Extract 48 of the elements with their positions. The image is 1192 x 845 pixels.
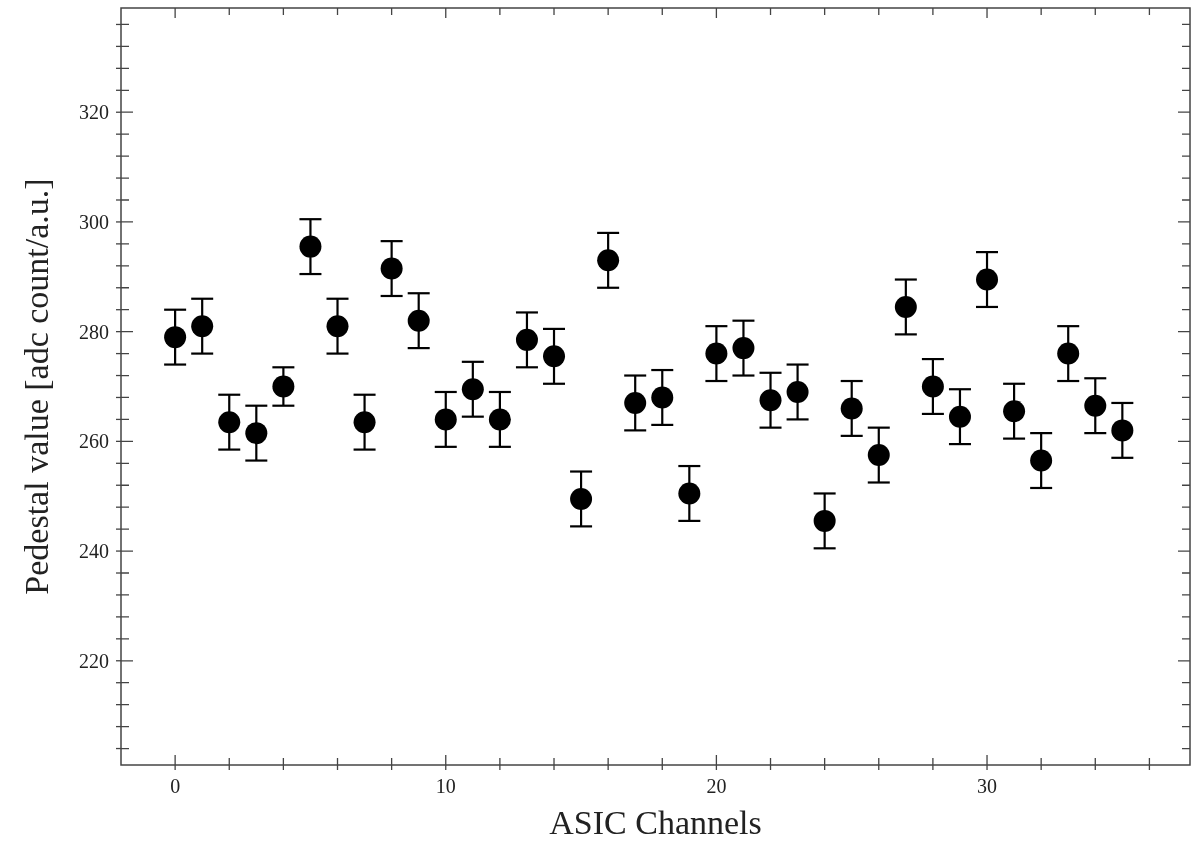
point (1111, 419, 1134, 442)
point (948, 405, 971, 428)
point (1084, 394, 1107, 417)
x-tick-label: 20 (706, 775, 727, 797)
point (705, 342, 728, 365)
point (976, 268, 999, 291)
x-tick-label: 30 (977, 775, 998, 797)
point (570, 487, 593, 510)
point (191, 315, 214, 338)
point (651, 386, 674, 409)
point (813, 509, 836, 532)
y-tick-label: 240 (79, 540, 109, 563)
point (732, 337, 755, 360)
point (461, 378, 484, 401)
point (380, 257, 403, 280)
point (488, 408, 511, 431)
y-tick-label: 260 (79, 430, 109, 453)
point (624, 391, 647, 414)
point (678, 482, 701, 505)
point (272, 375, 295, 398)
y-axis-title: Pedestal value [adc count/a.u.] (18, 178, 55, 595)
point (894, 295, 917, 318)
point (1057, 342, 1080, 365)
point (434, 408, 457, 431)
x-tick-label: 10 (435, 775, 456, 797)
point (326, 315, 349, 338)
point (759, 389, 782, 412)
point (299, 235, 322, 258)
point (353, 411, 376, 434)
point (407, 309, 430, 332)
y-tick-label: 280 (79, 320, 109, 343)
point (786, 380, 809, 403)
point (245, 422, 268, 445)
point (515, 328, 538, 351)
point (840, 397, 863, 420)
point (597, 249, 620, 272)
point (921, 375, 944, 398)
point (164, 326, 187, 349)
x-tick-label: 0 (170, 775, 181, 797)
x-axis-title: ASIC Channels (549, 804, 762, 841)
y-tick-label: 220 (79, 649, 109, 672)
point (867, 444, 890, 467)
point (543, 345, 566, 368)
point (218, 411, 241, 434)
y-tick-label: 320 (79, 101, 109, 124)
point (1003, 400, 1026, 423)
y-tick-label: 300 (79, 210, 109, 233)
point (1030, 449, 1053, 472)
